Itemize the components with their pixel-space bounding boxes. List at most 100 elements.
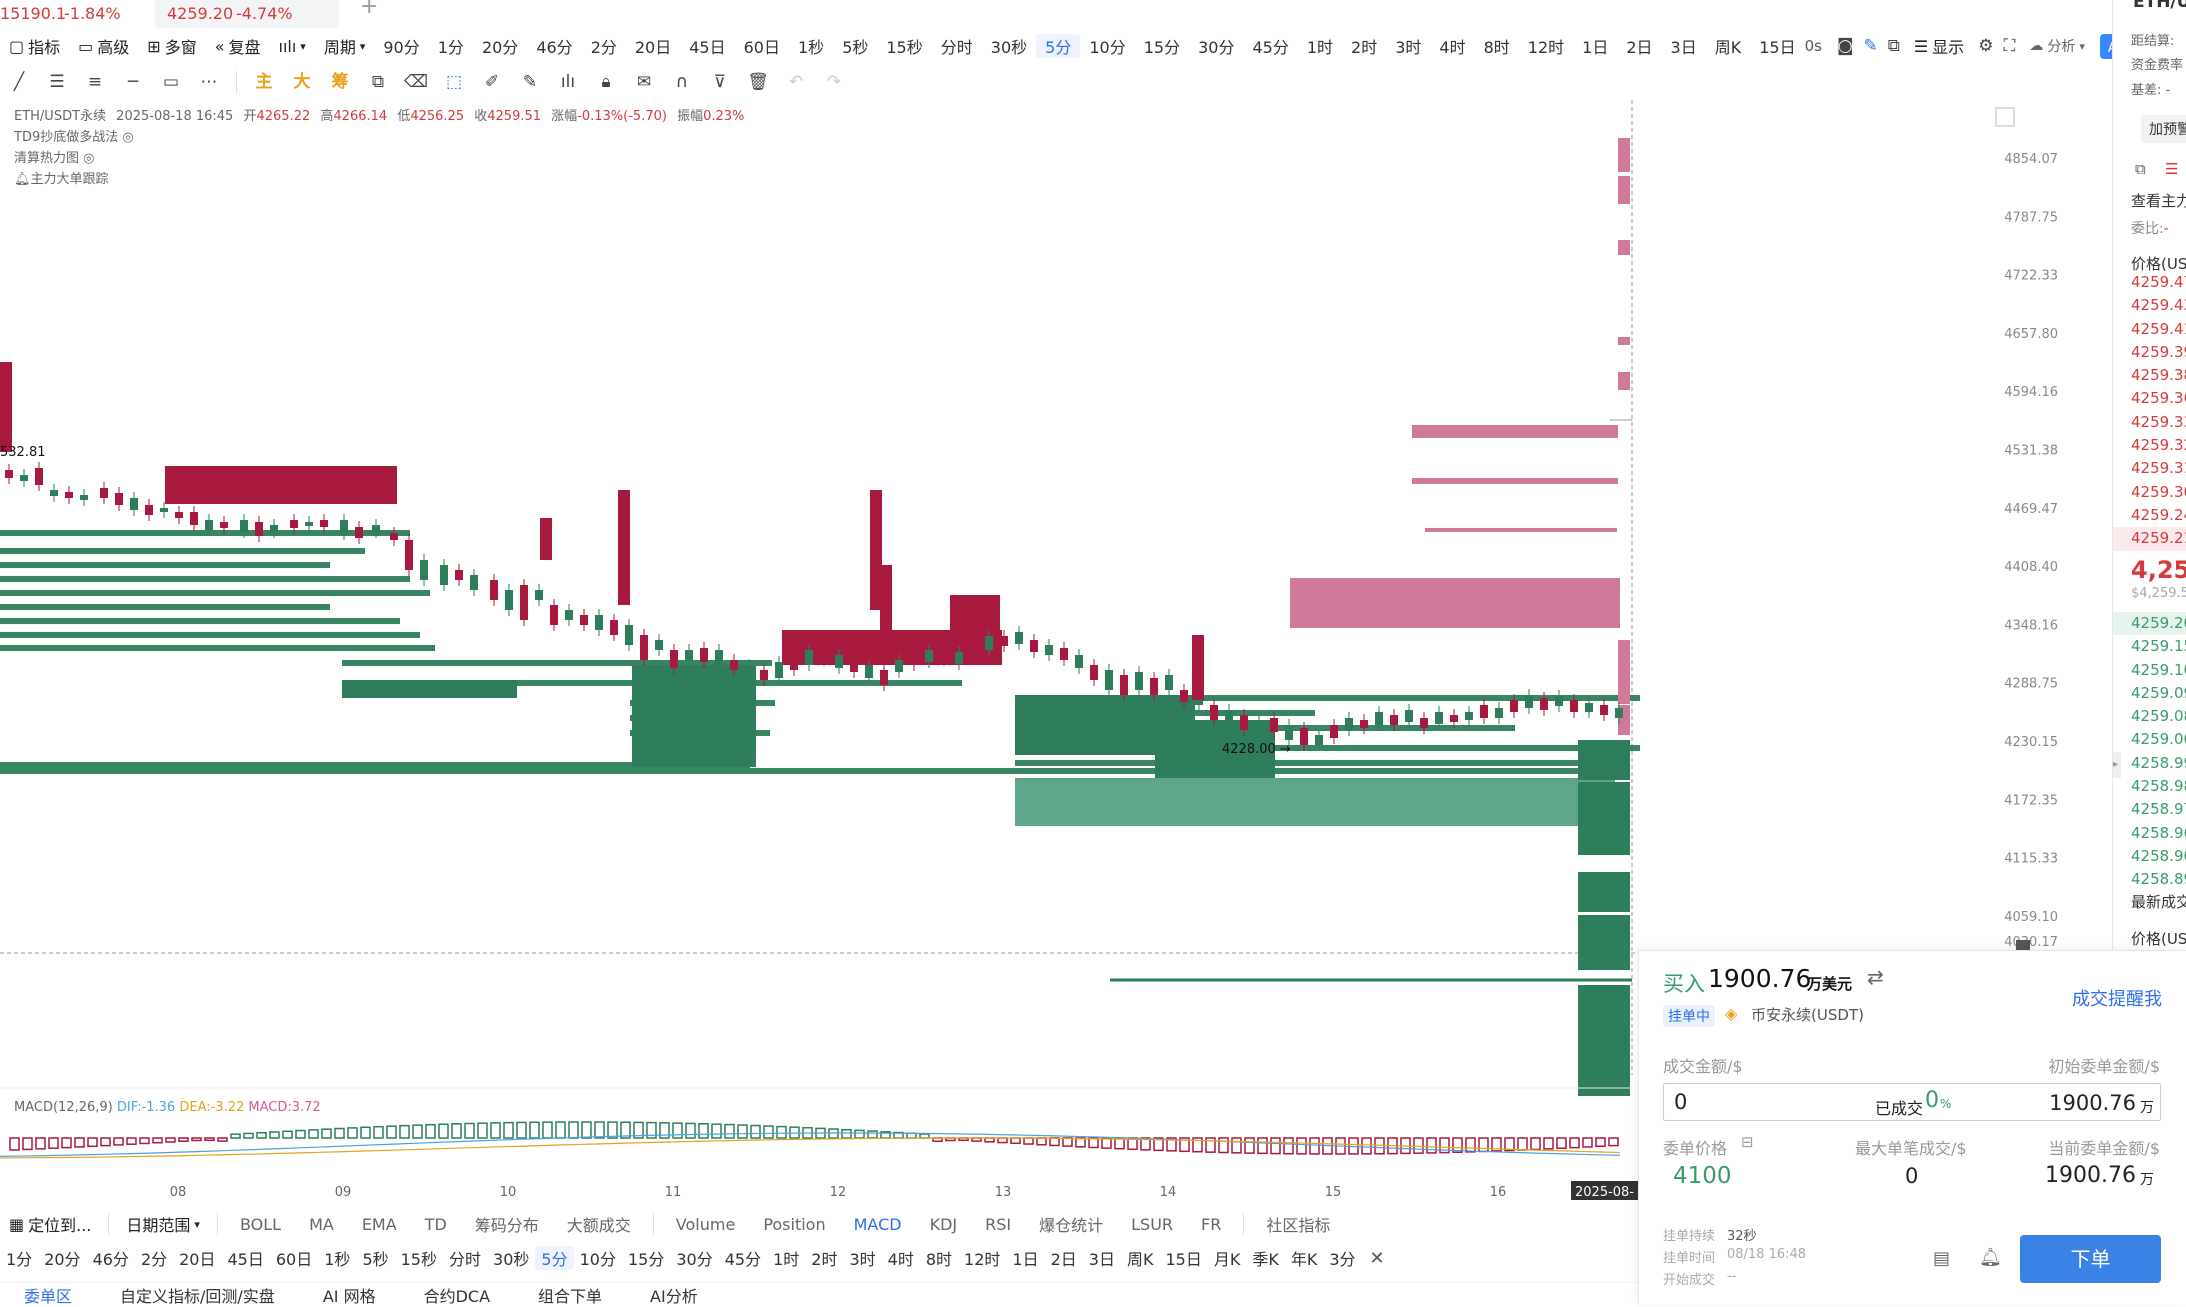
multi-line-icon[interactable]: ≡ — [87, 72, 103, 92]
indicator-0[interactable]: BOLL — [239, 1214, 282, 1234]
interval-13[interactable]: 5分 — [1036, 34, 1081, 58]
interval-bottom-4[interactable]: 20日 — [179, 1250, 216, 1269]
interval-bottom-13[interactable]: 10分 — [579, 1250, 616, 1269]
interval-bottom-8[interactable]: 5秒 — [362, 1250, 389, 1269]
interval-4[interactable]: 2分 — [590, 38, 617, 57]
interval-10[interactable]: 15秒 — [886, 38, 923, 57]
interval-bottom-9[interactable]: 15秒 — [400, 1250, 437, 1269]
place-order-button[interactable]: 下单 — [2020, 1235, 2161, 1283]
bid-price[interactable]: 4259.08 — [2131, 707, 2186, 726]
interval-9[interactable]: 5秒 — [842, 38, 869, 57]
big-order-button[interactable]: 大 — [293, 72, 311, 92]
calculator-icon[interactable]: ▤ — [1933, 1248, 1951, 1269]
ask-price[interactable]: 4259.47 — [2131, 273, 2186, 291]
bell-icon[interactable]: 🔔︎ — [1979, 1247, 2002, 1268]
view-toggle-icon[interactable]: ⧉ — [2135, 160, 2146, 178]
bid-price[interactable]: 4258.98 — [2131, 777, 2186, 796]
interval-bottom-23[interactable]: 1日 — [1012, 1250, 1039, 1269]
horizontal-line-icon[interactable]: ─ — [127, 72, 139, 92]
interval-bottom-28[interactable]: 月K — [1213, 1250, 1241, 1269]
interval-19[interactable]: 2时 — [1351, 38, 1378, 57]
chart-canvas[interactable]: 4854.07 4787.75 4722.33 4657.80 4594.16 4531.… — [0, 100, 2120, 1200]
copy-icon[interactable]: ⧉ — [371, 72, 385, 92]
interval-bottom-2[interactable]: 46分 — [92, 1250, 129, 1269]
magnet-icon[interactable]: ∩ — [675, 72, 689, 92]
brush-icon[interactable]: ✐ — [484, 72, 500, 92]
bottom-tab-3[interactable]: 合约DCA — [423, 1287, 491, 1306]
pencil-icon[interactable]: ✎ — [1863, 36, 1878, 56]
ask-price[interactable]: 4259.32 — [2131, 436, 2186, 455]
bid-price[interactable]: 4259.10 — [2131, 660, 2186, 679]
gear-icon[interactable]: ⚙ — [1978, 36, 1994, 56]
active-tab[interactable] — [155, 0, 339, 28]
multi-window-button[interactable]: ⊞ 多窗 — [147, 36, 197, 58]
bid-price[interactable]: 4258.89 — [2131, 870, 2186, 889]
interval-24[interactable]: 1日 — [1582, 38, 1609, 57]
interval-26[interactable]: 3日 — [1670, 38, 1697, 57]
interval-bottom-0[interactable]: 1分 — [6, 1250, 33, 1269]
trash-icon[interactable]: 🗑︎ — [747, 72, 769, 92]
chart-type-button[interactable]: ıılı ▾ — [270, 37, 315, 56]
interval-0[interactable]: 90分 — [383, 38, 420, 57]
interval-5[interactable]: 20日 — [634, 38, 672, 57]
interval-28[interactable]: 15日 — [1759, 38, 1796, 57]
interval-bottom-24[interactable]: 2日 — [1050, 1250, 1077, 1269]
indicator-10[interactable]: RSI — [985, 1214, 1012, 1234]
indicator-button[interactable]: ▢ 指标 — [9, 36, 61, 58]
bid-price[interactable]: 4259.20 — [2113, 612, 2186, 636]
bottom-tab-4[interactable]: 组合下单 — [538, 1287, 603, 1306]
filter-icon[interactable]: ⊽ — [713, 72, 727, 92]
undo-icon[interactable]: ↶ — [788, 72, 804, 92]
bottom-tab-1[interactable]: 自定义指标/回测/实盘 — [120, 1287, 275, 1306]
replay-button[interactable]: «复盘 — [214, 36, 261, 58]
ask-price[interactable]: 4259.33 — [2131, 412, 2186, 431]
interval-7[interactable]: 60日 — [743, 38, 780, 57]
interval-bottom-22[interactable]: 12时 — [964, 1250, 1001, 1269]
indicator-14[interactable]: 社区指标 — [1266, 1216, 1331, 1235]
ask-price[interactable]: 4259.38 — [2131, 366, 2186, 385]
analysis-button[interactable]: ☁ 分析 ▾ — [2029, 38, 2085, 55]
interval-11[interactable]: 分时 — [940, 38, 973, 57]
ask-price[interactable]: 4259.21 — [2113, 527, 2186, 551]
interval-bottom-31[interactable]: 3分 — [1329, 1250, 1356, 1269]
interval-3[interactable]: 46分 — [536, 38, 573, 57]
chart-area[interactable]: 4854.07 4787.75 4722.33 4657.80 4594.16 4531.… — [0, 100, 2120, 1200]
indicator-1[interactable]: MA — [309, 1214, 334, 1234]
eye-icon[interactable]: ◎ — [83, 151, 95, 166]
interval-15[interactable]: 15分 — [1143, 38, 1181, 57]
line-tool-icon[interactable]: ╱ — [13, 72, 25, 92]
indicator-8[interactable]: MACD — [853, 1214, 902, 1234]
bid-price[interactable]: 4259.00 — [2131, 730, 2186, 749]
note-icon[interactable]: ✉ — [636, 72, 652, 92]
bid-price[interactable]: 4258.96 — [2131, 823, 2186, 842]
display-button[interactable]: ☰ 显示 — [1913, 36, 1965, 58]
interval-bottom-25[interactable]: 3日 — [1088, 1250, 1115, 1269]
ask-price[interactable]: 4259.31 — [2131, 459, 2186, 478]
chart-tool-icon[interactable]: ılı — [560, 72, 576, 92]
interval-bottom-12[interactable]: 5分 — [535, 1246, 574, 1270]
interval-bottom-14[interactable]: 15分 — [627, 1250, 665, 1269]
indicator-12[interactable]: LSUR — [1131, 1214, 1174, 1234]
main-force-button[interactable]: 主 — [255, 72, 273, 92]
indicator-11[interactable]: 爆仓统计 — [1039, 1216, 1104, 1235]
interval-22[interactable]: 8时 — [1483, 38, 1510, 57]
interval-bottom-29[interactable]: 季K — [1252, 1250, 1279, 1269]
interval-bottom-16[interactable]: 45分 — [724, 1250, 762, 1269]
interval-12[interactable]: 30秒 — [990, 38, 1028, 57]
bid-price[interactable]: 4258.99 — [2131, 753, 2186, 772]
indicator-5[interactable]: 大额成交 — [566, 1216, 631, 1235]
bid-price[interactable]: 4258.90 — [2131, 846, 2186, 865]
select-icon[interactable]: ⬚ — [445, 72, 463, 92]
interval-bottom-6[interactable]: 60日 — [275, 1250, 313, 1269]
highlighter-icon[interactable]: ✎ — [522, 72, 538, 92]
interval-bottom-10[interactable]: 分时 — [449, 1250, 482, 1269]
interval-25[interactable]: 2日 — [1626, 38, 1653, 57]
indicator-2[interactable]: EMA — [361, 1214, 397, 1234]
fill-alert-link[interactable]: 成交提醒我 — [2072, 989, 2162, 1010]
interval-14[interactable]: 10分 — [1089, 38, 1126, 57]
interval-bottom-27[interactable]: 15日 — [1165, 1250, 1202, 1269]
date-range-dropdown[interactable]: 日期范围 ▾ — [126, 1216, 200, 1235]
fullscreen-icon[interactable]: ⛶ — [2003, 36, 2016, 56]
ask-price[interactable]: 4259.36 — [2131, 389, 2186, 408]
eraser-icon[interactable]: ⌫ — [403, 72, 429, 92]
